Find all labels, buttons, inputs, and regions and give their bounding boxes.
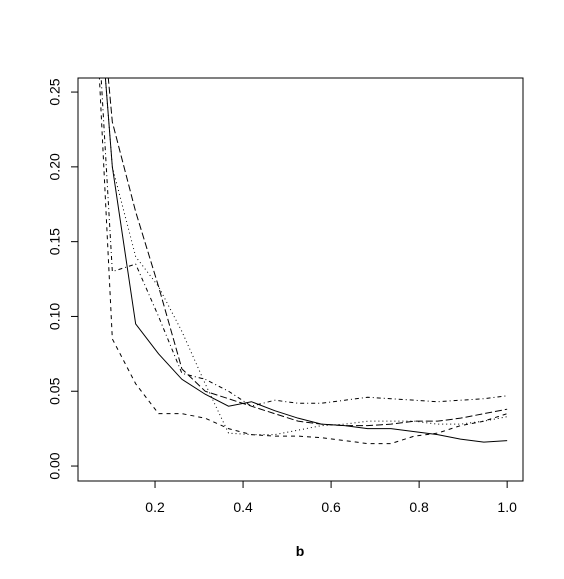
x-tick-label: 0.2 [145, 499, 165, 515]
series-line [104, 78, 508, 436]
series-line [98, 78, 508, 445]
y-tick-label: 0.05 [47, 377, 63, 404]
y-tick-label: 0.15 [47, 228, 63, 255]
y-tick-label: 0.00 [47, 452, 63, 479]
y-tick-label: 0.25 [47, 78, 63, 105]
plot-area [98, 78, 508, 445]
y-tick-label: 0.10 [47, 303, 63, 330]
series-line [104, 78, 508, 443]
x-tick-label: 0.6 [321, 499, 341, 515]
x-tick-label: 1.0 [497, 499, 517, 515]
x-tick-label: 0.8 [409, 499, 429, 515]
plot-frame [77, 77, 524, 482]
y-tick-label: 0.20 [47, 153, 63, 180]
x-tick-label: 0.4 [233, 499, 253, 515]
series-line [107, 78, 508, 427]
x-axis-label: b [296, 543, 305, 559]
